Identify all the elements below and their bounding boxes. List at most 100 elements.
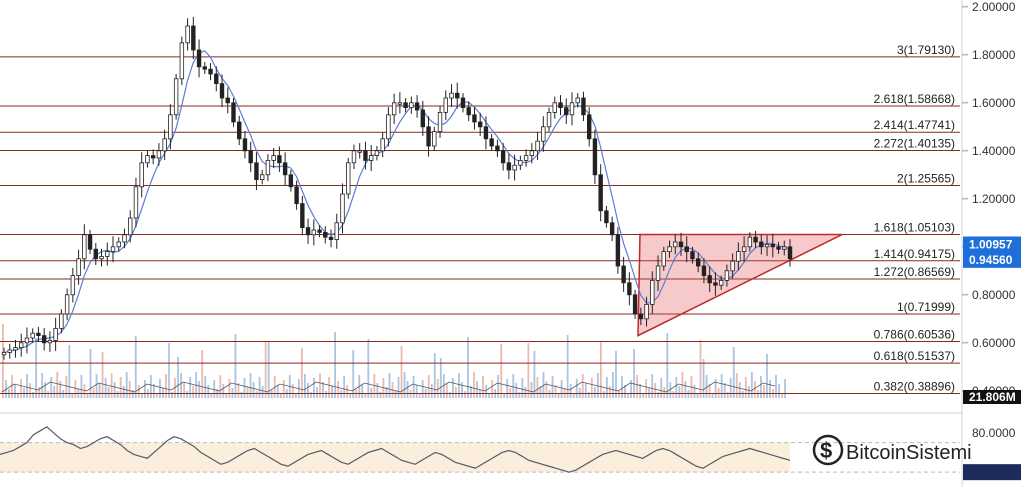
candle-body: [776, 246, 781, 250]
candle-body: [460, 97, 466, 108]
volume-bar: [38, 387, 41, 398]
volume-bar: [249, 373, 252, 398]
candle-body: [277, 155, 282, 164]
candle-body: [747, 236, 753, 248]
candle-body: [523, 155, 529, 161]
candle-body: [575, 97, 580, 104]
volume-bar: [488, 394, 491, 398]
volume-bar: [657, 392, 660, 398]
candle-body: [759, 241, 764, 248]
volume-bar: [421, 380, 424, 398]
watermark-text: BitcoinSistemi: [846, 442, 972, 464]
candle-body: [552, 102, 557, 113]
candle-body: [489, 138, 494, 147]
volume-bar: [165, 374, 167, 398]
candle-body: [598, 174, 603, 212]
candle-body: [667, 246, 672, 253]
candle-body: [99, 255, 104, 260]
volume-bar: [633, 349, 635, 398]
volume-bar: [116, 391, 119, 398]
candle-body: [30, 332, 35, 339]
candle-body: [495, 145, 500, 152]
candle-body: [351, 150, 357, 164]
volume-bar: [651, 374, 654, 398]
watermark: $ BitcoinSistemi: [812, 434, 972, 466]
volume-bar: [461, 382, 463, 398]
price-badge: [963, 251, 1021, 268]
volume-bar: [86, 393, 89, 398]
fib-level-label: 1.414(0.94175): [874, 247, 955, 261]
volume-bar: [331, 386, 333, 398]
volume-bar: [237, 383, 240, 398]
candle-body: [604, 210, 609, 224]
candle-body: [592, 138, 598, 176]
volume-bar: [340, 390, 343, 398]
volume-bar: [192, 386, 195, 398]
volume-bar: [2, 324, 4, 398]
volume-bar: [518, 392, 521, 398]
volume-bar: [264, 342, 267, 398]
candle-body: [173, 78, 179, 116]
volume-bar: [376, 383, 379, 398]
volume-bar: [485, 385, 487, 398]
candle-body: [690, 251, 695, 260]
fib-level-label: 2.272(1.40135): [874, 136, 955, 150]
volume-bar: [11, 375, 13, 398]
volume-bar: [222, 384, 225, 398]
volume-bar: [44, 382, 47, 398]
volume-bar: [702, 359, 705, 398]
volume-bar: [261, 386, 264, 398]
volume-bar: [729, 378, 732, 398]
volume-bar: [328, 377, 330, 398]
candle-body: [225, 97, 230, 104]
candle-body: [466, 107, 471, 116]
volume-bar: [388, 373, 391, 398]
candle-body: [133, 186, 139, 219]
volume-bar: [766, 354, 768, 398]
volume-bar: [83, 384, 86, 398]
candle-body: [615, 234, 621, 267]
volume-bar: [183, 382, 185, 398]
volume-bar: [189, 377, 192, 398]
price-tick-label: 0.60000: [972, 336, 1016, 350]
volume-bar: [346, 385, 349, 398]
volume-bar: [760, 376, 762, 398]
volume-bar: [409, 390, 412, 398]
candle-body: [214, 73, 219, 84]
moving-average-line: [3, 50, 791, 353]
volume-bar: [497, 375, 500, 398]
volume-bar: [581, 374, 584, 398]
candle-body: [696, 258, 701, 267]
candle-body: [420, 109, 426, 128]
volume-bar: [433, 353, 436, 398]
volume-bar: [74, 380, 77, 398]
candle-body: [346, 162, 351, 195]
candle-body: [265, 159, 271, 176]
volume-bar: [198, 381, 201, 398]
volume-bar: [373, 374, 376, 398]
volume-bar: [385, 387, 388, 398]
volume-bar: [310, 392, 312, 398]
volume-bar: [379, 392, 382, 398]
volume-bar: [612, 372, 614, 398]
candle-body: [219, 83, 225, 99]
volume-bar: [143, 380, 146, 398]
volume-bar: [503, 393, 506, 398]
volume-bar: [20, 379, 22, 398]
volume-bar: [104, 378, 107, 398]
volume-bar: [575, 379, 578, 398]
volume-bar: [545, 381, 548, 398]
candle-body: [661, 251, 666, 267]
volume-bar: [403, 372, 406, 398]
volume-bar: [98, 383, 101, 398]
volume-bar: [723, 383, 726, 398]
candle-body: [1, 351, 7, 356]
volume-bar: [747, 386, 750, 398]
volume-bar: [512, 374, 515, 398]
candle-body: [53, 327, 58, 341]
volume-bar: [699, 340, 702, 398]
volume-bar: [95, 374, 98, 398]
volume-bar: [708, 384, 711, 398]
volume-bar: [467, 337, 469, 398]
volume-bar: [696, 394, 699, 398]
